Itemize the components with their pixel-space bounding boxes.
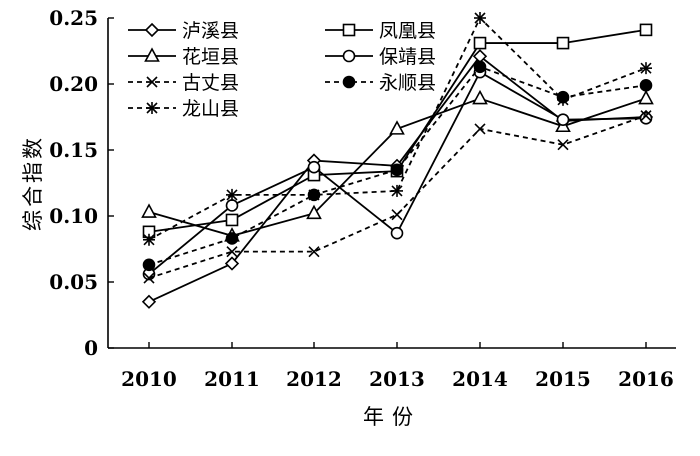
series-group xyxy=(141,12,654,309)
point-marker xyxy=(390,226,404,240)
legend-item: 花垣县 xyxy=(128,46,239,68)
legend-item: 凤凰县 xyxy=(325,20,436,42)
point-marker xyxy=(146,76,158,88)
point-marker xyxy=(308,246,320,258)
legend-item: 保靖县 xyxy=(325,46,436,68)
y-tick-label: 0.25 xyxy=(49,6,98,30)
x-axis-label: 年份 xyxy=(363,405,421,429)
point-marker xyxy=(141,203,157,218)
point-marker xyxy=(342,75,356,89)
point-marker xyxy=(226,188,238,201)
point-marker xyxy=(146,102,158,114)
y-ticks: 0 0.05 0.10 0.15 0.20 0.25 xyxy=(49,6,114,360)
legend-label: 凤凰县 xyxy=(379,20,436,42)
legend-item: 古丈县 xyxy=(128,72,239,94)
point-marker xyxy=(557,93,569,106)
point-marker xyxy=(639,23,653,37)
point-marker xyxy=(308,188,320,201)
axes xyxy=(107,18,676,349)
point-marker xyxy=(391,209,403,221)
point-marker xyxy=(143,272,155,284)
series-7 xyxy=(143,12,652,246)
point-marker xyxy=(391,184,403,197)
y-tick-label: 0.20 xyxy=(49,72,98,96)
x-tick-label: 2014 xyxy=(452,367,508,391)
x-tick-label: 2013 xyxy=(369,367,425,391)
legend-label: 泸溪县 xyxy=(182,20,239,42)
point-marker xyxy=(342,23,356,37)
x-tick-label: 2011 xyxy=(204,367,260,391)
x-ticks: 2010 2011 2012 2013 2014 2015 2016 xyxy=(121,342,674,391)
point-marker xyxy=(306,204,322,220)
x-tick-label: 2010 xyxy=(121,367,177,391)
point-marker xyxy=(473,36,487,50)
point-marker xyxy=(640,62,652,75)
point-marker xyxy=(390,163,404,177)
series-5 xyxy=(143,110,652,284)
point-marker xyxy=(389,120,405,135)
point-marker xyxy=(144,22,160,38)
legend-label: 永顺县 xyxy=(379,72,436,94)
point-marker xyxy=(639,79,653,92)
point-marker xyxy=(640,110,652,122)
y-tick-label: 0.05 xyxy=(49,270,98,294)
point-marker xyxy=(225,232,239,245)
legend-item: 泸溪县 xyxy=(128,20,239,42)
point-marker xyxy=(141,294,157,309)
point-marker xyxy=(472,89,488,105)
point-marker xyxy=(639,112,653,125)
point-marker xyxy=(225,199,239,212)
x-tick-label: 2016 xyxy=(618,367,674,391)
point-marker xyxy=(224,256,240,271)
legend-label: 保靖县 xyxy=(379,46,436,68)
point-marker xyxy=(226,246,238,258)
point-marker xyxy=(307,160,321,174)
point-marker xyxy=(144,47,160,62)
point-marker xyxy=(473,60,487,74)
point-marker xyxy=(342,49,356,63)
legend-label: 古丈县 xyxy=(182,72,239,94)
legend-label: 龙山县 xyxy=(182,98,239,120)
x-tick-label: 2015 xyxy=(535,367,591,391)
legend-label: 花垣县 xyxy=(182,46,239,68)
legend-item: 永顺县 xyxy=(325,72,436,94)
legend-item: 龙山县 xyxy=(128,98,239,120)
point-marker xyxy=(474,12,486,24)
y-tick-label: 0.15 xyxy=(49,138,98,162)
y-tick-label: 0 xyxy=(84,336,98,360)
point-marker xyxy=(557,139,569,151)
point-marker xyxy=(638,89,654,105)
point-marker xyxy=(225,213,239,227)
series-4 xyxy=(142,65,653,281)
point-marker xyxy=(142,258,156,272)
point-marker xyxy=(474,123,486,135)
y-axis-label: 综合指数 xyxy=(21,135,45,231)
point-marker xyxy=(556,113,570,126)
point-marker xyxy=(556,36,570,50)
x-tick-label: 2012 xyxy=(286,367,342,391)
y-tick-label: 0.10 xyxy=(49,204,98,228)
point-marker xyxy=(143,233,155,246)
